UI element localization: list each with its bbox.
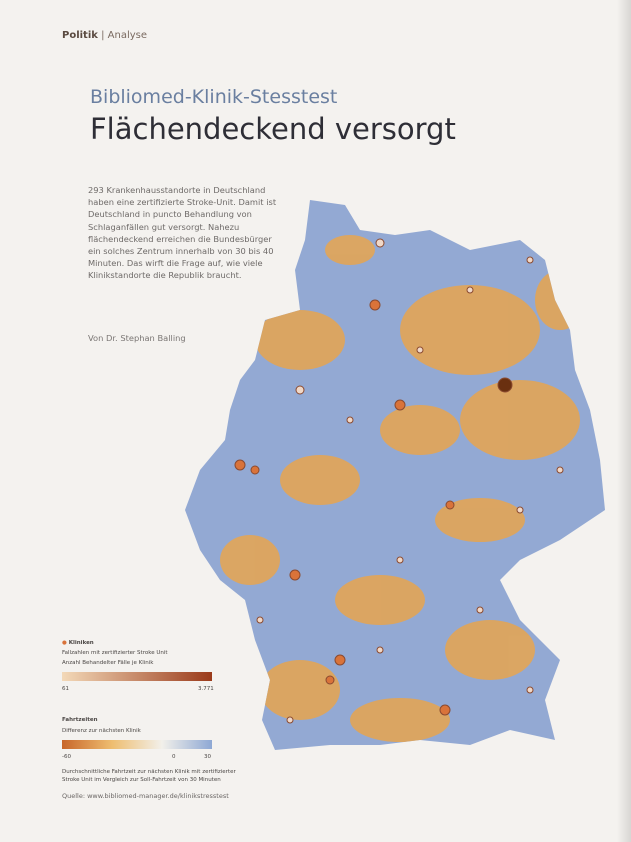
legend-max: 30: [204, 754, 211, 760]
legend-max: 3.771: [198, 686, 214, 692]
legend-bar: [62, 672, 212, 681]
map-body: [185, 200, 605, 750]
legend-note: Durchschnittliche Fahrtzeit zur nächsten…: [62, 769, 236, 783]
legend-bar: [62, 740, 212, 749]
legend-subtitle: Fallzahlen mit zertifizierter Stroke Uni…: [62, 650, 168, 656]
subsection: Analyse: [107, 30, 148, 41]
intro-text: 293 Krankenhausstandorte in Deutschland …: [88, 185, 277, 281]
legend-measure: Differenz zur nächsten Klinik: [62, 728, 141, 734]
section: Politik: [62, 30, 98, 41]
legend-clinics-title: Kliniken: [68, 640, 94, 646]
section-label: Politik | Analyse: [62, 30, 148, 41]
byline: Von Dr. Stephan Balling: [88, 333, 186, 343]
legend-measure: Anzahl Behandelter Fälle je Klinik: [62, 660, 154, 666]
headline: Flächendeckend versorgt: [90, 112, 456, 146]
legend-title: ● Kliniken: [62, 640, 94, 646]
kicker: Bibliomed-Klinik-Stesstest: [90, 86, 338, 108]
clinic-markers: [234, 238, 564, 724]
source: Quelle: www.bibliomed-manager.de/kliniks…: [62, 792, 229, 800]
legend-mid: 0: [172, 754, 176, 760]
legend-min: 61: [62, 686, 69, 692]
legend-title: Fahrtzeiten: [62, 717, 98, 723]
page-edge: [617, 0, 631, 842]
legend-min: -60: [62, 754, 71, 760]
